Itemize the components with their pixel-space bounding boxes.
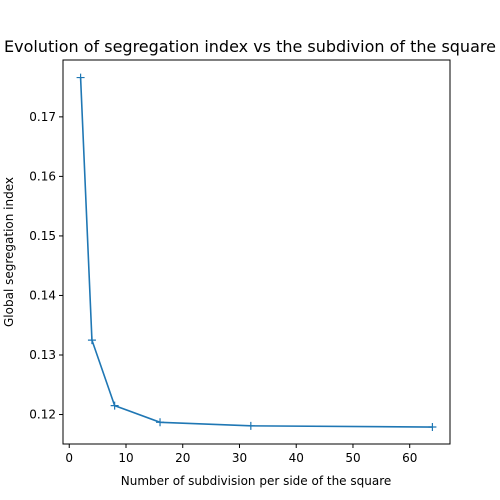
data-point-marker (87, 336, 96, 345)
y-axis-label: Global segregation index (2, 177, 16, 327)
x-tick-label: 50 (345, 451, 360, 465)
y-tick-label: 0.14 (29, 288, 56, 302)
data-point-marker (156, 418, 165, 427)
data-point-marker (428, 423, 437, 432)
x-tick-label: 30 (232, 451, 247, 465)
x-axis-label: Number of subdivision per side of the sq… (121, 474, 392, 488)
y-tick-label: 0.12 (29, 408, 56, 422)
y-tick-label: 0.16 (29, 169, 56, 183)
series-line (79, 77, 433, 428)
x-tick-label: 0 (65, 451, 73, 465)
data-point-marker (246, 421, 255, 430)
x-tick-label: 10 (118, 451, 133, 465)
x-tick-label: 40 (289, 451, 304, 465)
x-tick-label: 20 (175, 451, 190, 465)
y-tick-label: 0.17 (29, 110, 56, 124)
data-point-marker (76, 73, 85, 82)
data-point-marker (110, 401, 119, 410)
y-tick-label: 0.15 (29, 229, 56, 243)
plot-frame (62, 59, 451, 445)
y-tick-label: 0.13 (29, 348, 56, 362)
x-tick-label: 60 (402, 451, 417, 465)
chart-title: Evolution of segregation index vs the su… (4, 37, 496, 56)
